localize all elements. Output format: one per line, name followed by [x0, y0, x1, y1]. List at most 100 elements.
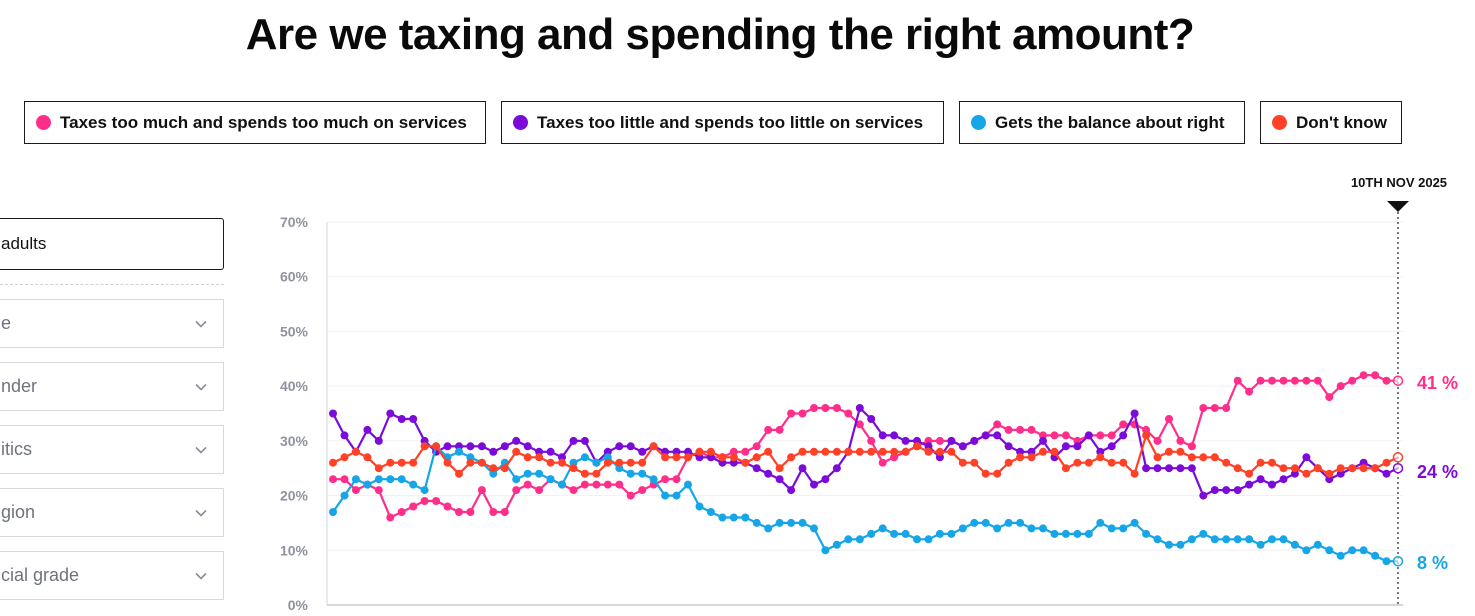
- data-point[interactable]: [1210, 453, 1219, 462]
- data-point[interactable]: [810, 524, 818, 533]
- data-point[interactable]: [878, 431, 887, 440]
- data-point[interactable]: [546, 475, 555, 484]
- data-point[interactable]: [672, 491, 681, 500]
- data-point[interactable]: [1039, 436, 1047, 445]
- data-point[interactable]: [1348, 376, 1357, 385]
- data-point[interactable]: [443, 502, 452, 511]
- data-point[interactable]: [1165, 447, 1173, 456]
- data-point[interactable]: [1233, 486, 1242, 495]
- data-point[interactable]: [558, 480, 566, 489]
- data-point[interactable]: [878, 447, 887, 456]
- data-point[interactable]: [615, 442, 624, 451]
- data-point[interactable]: [1325, 546, 1334, 555]
- data-point[interactable]: [993, 420, 1002, 429]
- data-point[interactable]: [1027, 524, 1036, 533]
- data-point[interactable]: [1107, 431, 1116, 440]
- data-point[interactable]: [855, 447, 864, 456]
- data-point[interactable]: [1199, 453, 1208, 462]
- data-point[interactable]: [901, 436, 910, 445]
- data-point[interactable]: [409, 502, 418, 511]
- data-point[interactable]: [947, 447, 956, 456]
- data-point[interactable]: [1290, 469, 1299, 478]
- data-point[interactable]: [1382, 557, 1391, 566]
- data-point[interactable]: [1165, 464, 1173, 473]
- data-point[interactable]: [1336, 382, 1345, 391]
- data-point[interactable]: [374, 464, 383, 473]
- data-point[interactable]: [729, 453, 738, 462]
- data-point[interactable]: [913, 535, 921, 544]
- data-point[interactable]: [798, 409, 807, 418]
- data-point[interactable]: [981, 469, 990, 478]
- data-point[interactable]: [1199, 529, 1208, 538]
- data-point[interactable]: [935, 436, 944, 445]
- data-point[interactable]: [752, 518, 761, 527]
- data-point[interactable]: [855, 535, 864, 544]
- data-point[interactable]: [1325, 469, 1334, 478]
- data-point[interactable]: [741, 513, 750, 522]
- data-point[interactable]: [1336, 464, 1345, 473]
- data-point[interactable]: [500, 442, 509, 451]
- data-point[interactable]: [1050, 447, 1059, 456]
- data-point[interactable]: [638, 447, 647, 456]
- data-point[interactable]: [1336, 551, 1345, 560]
- data-point[interactable]: [1199, 404, 1208, 412]
- data-point[interactable]: [1142, 425, 1151, 434]
- filter-age[interactable]: e: [0, 299, 224, 348]
- data-point[interactable]: [329, 409, 337, 418]
- data-point[interactable]: [466, 442, 475, 451]
- data-point[interactable]: [477, 486, 486, 495]
- data-point[interactable]: [1392, 462, 1404, 474]
- data-point[interactable]: [1073, 529, 1082, 538]
- data-point[interactable]: [1313, 376, 1322, 385]
- data-point[interactable]: [970, 518, 979, 527]
- data-point[interactable]: [1302, 453, 1311, 462]
- data-point[interactable]: [1256, 376, 1265, 385]
- data-point[interactable]: [363, 453, 372, 462]
- data-point[interactable]: [1130, 518, 1139, 527]
- data-point[interactable]: [706, 508, 715, 516]
- data-point[interactable]: [821, 546, 830, 555]
- data-point[interactable]: [913, 442, 921, 451]
- data-point[interactable]: [775, 518, 784, 527]
- data-point[interactable]: [455, 469, 463, 478]
- data-point[interactable]: [764, 469, 773, 478]
- data-point[interactable]: [1073, 458, 1082, 467]
- legend-item-taxes-too-much[interactable]: Taxes too much and spends too much on se…: [24, 101, 486, 144]
- data-point[interactable]: [970, 458, 979, 467]
- data-point[interactable]: [329, 458, 337, 467]
- data-point[interactable]: [1325, 393, 1334, 402]
- data-point[interactable]: [512, 486, 521, 495]
- data-point[interactable]: [466, 508, 475, 516]
- data-point[interactable]: [409, 415, 418, 423]
- data-point[interactable]: [615, 480, 624, 489]
- data-point[interactable]: [569, 436, 578, 445]
- data-point[interactable]: [1245, 480, 1254, 489]
- data-point[interactable]: [1279, 376, 1288, 385]
- data-point[interactable]: [1382, 376, 1391, 385]
- data-point[interactable]: [1176, 464, 1185, 473]
- data-point[interactable]: [443, 442, 452, 451]
- data-point[interactable]: [1382, 458, 1391, 467]
- data-point[interactable]: [684, 480, 692, 489]
- data-point[interactable]: [1279, 464, 1288, 473]
- data-point[interactable]: [1073, 442, 1082, 451]
- data-point[interactable]: [466, 458, 475, 467]
- data-point[interactable]: [626, 458, 635, 467]
- data-point[interactable]: [867, 415, 876, 423]
- data-point[interactable]: [1061, 529, 1070, 538]
- data-point[interactable]: [374, 475, 383, 484]
- data-point[interactable]: [855, 420, 864, 429]
- data-point[interactable]: [1142, 431, 1151, 440]
- data-point[interactable]: [1004, 458, 1013, 467]
- data-point[interactable]: [1233, 376, 1242, 385]
- data-point[interactable]: [1016, 425, 1025, 434]
- data-point[interactable]: [1107, 442, 1116, 451]
- data-point[interactable]: [1027, 453, 1036, 462]
- data-point[interactable]: [661, 491, 670, 500]
- data-point[interactable]: [1392, 452, 1404, 463]
- data-point[interactable]: [1165, 415, 1173, 423]
- data-point[interactable]: [546, 458, 555, 467]
- filter-social-grade[interactable]: cial grade: [0, 551, 224, 600]
- data-point[interactable]: [1268, 458, 1276, 467]
- data-point[interactable]: [741, 458, 750, 467]
